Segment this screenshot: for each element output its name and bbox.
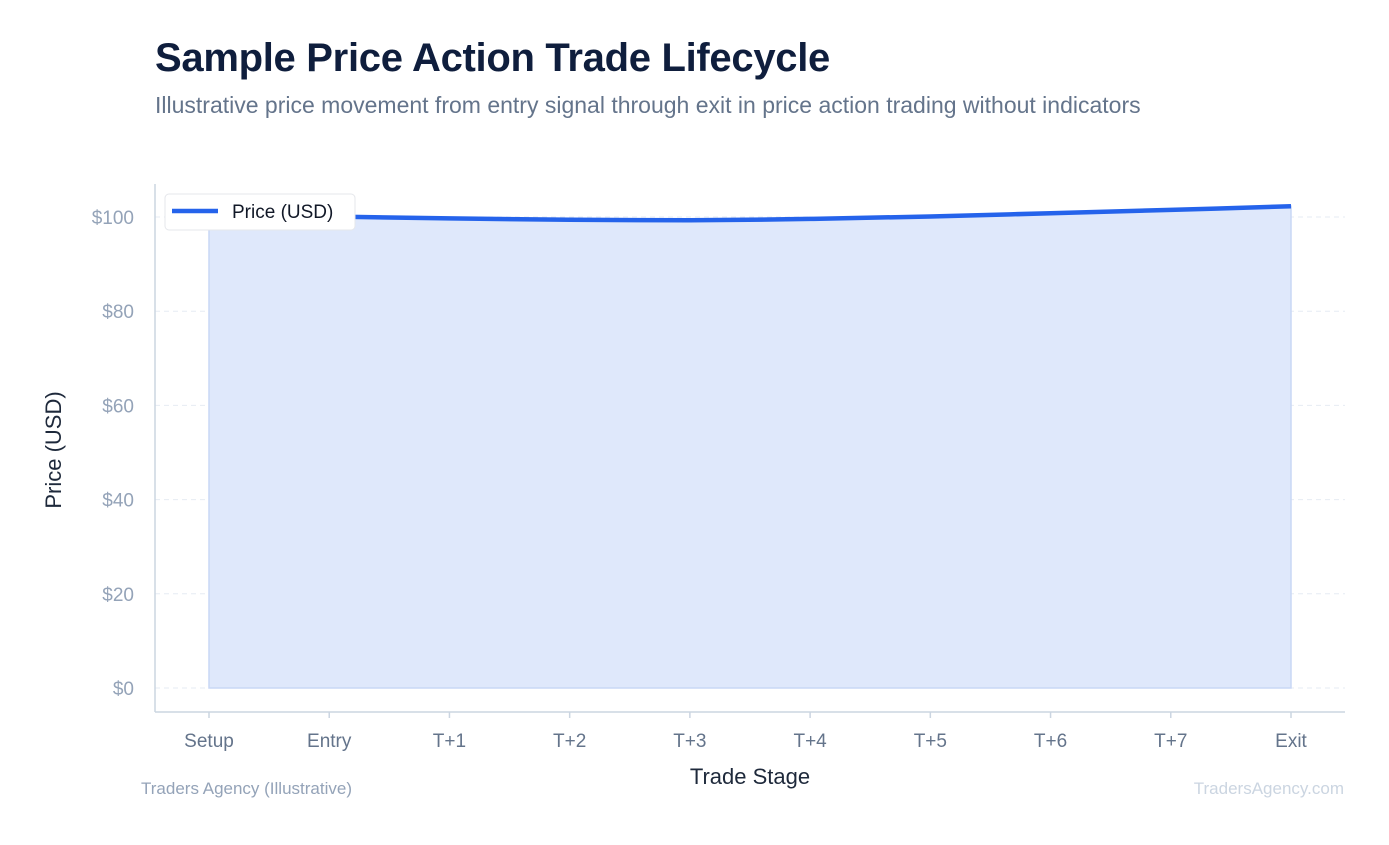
source-note: Traders Agency (Illustrative) (141, 779, 352, 798)
legend-layer: Price (USD) (164, 193, 356, 231)
x-tick-label: T+5 (914, 731, 947, 752)
x-tick-label: T+2 (553, 731, 586, 752)
y-tick-label: $0 (113, 679, 134, 700)
legend-label: Price (USD) (232, 202, 333, 223)
y-tick-label: $100 (92, 208, 134, 229)
line-layer (208, 203, 1292, 223)
x-tick-label: Setup (184, 731, 234, 752)
y-axis-title: Price (USD) (41, 391, 66, 508)
price-area (208, 205, 1292, 689)
legend-box (164, 193, 356, 231)
x-tick-label: T+1 (433, 731, 466, 752)
y-tick-label: $20 (102, 585, 134, 606)
y-tick-label: $40 (102, 491, 134, 512)
chart-subtitle: Illustrative price movement from entry s… (155, 92, 1141, 118)
y-tick-label: $80 (102, 302, 134, 323)
price-line (208, 203, 1292, 223)
label-layer: $0 $20 $40 $60 $80 $100 Setup Entry T+1 T+2 T+3 T+4… (41, 208, 1308, 789)
axis-layer (154, 184, 1345, 718)
x-tick-label: Entry (307, 731, 352, 752)
x-tick-label: T+7 (1154, 731, 1187, 752)
x-tick-label: T+4 (793, 731, 827, 752)
x-tick-label: T+3 (673, 731, 706, 752)
x-tick-label: Exit (1275, 731, 1307, 752)
watermark: TradersAgency.com (1193, 779, 1344, 798)
area-layer (208, 205, 1292, 689)
x-axis-title: Trade Stage (690, 764, 810, 789)
y-tick-label: $60 (102, 396, 134, 417)
chart-title: Sample Price Action Trade Lifecycle (155, 36, 830, 80)
x-tick-label: T+6 (1034, 731, 1067, 752)
